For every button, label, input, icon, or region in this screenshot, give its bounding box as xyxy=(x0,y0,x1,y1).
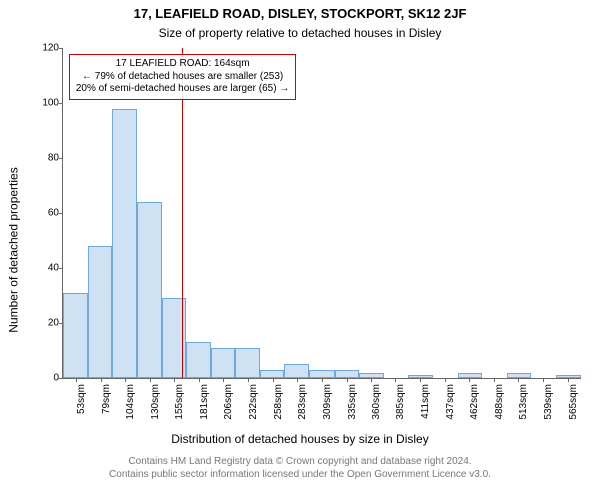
x-tick-mark xyxy=(174,378,175,382)
x-tick-mark xyxy=(101,378,102,382)
x-tick-mark xyxy=(543,378,544,382)
x-tick-label: 513sqm xyxy=(518,384,529,420)
plot-area: 02040608010012017 LEAFIELD ROAD: 164sqm←… xyxy=(62,48,581,379)
y-tick-label: 40 xyxy=(31,263,59,274)
x-tick-mark xyxy=(273,378,274,382)
annotation-line: 20% of semi-detached houses are larger (… xyxy=(76,83,289,96)
chart-footer: Contains HM Land Registry data © Crown c… xyxy=(0,456,600,481)
chart-title-sub: Size of property relative to detached ho… xyxy=(0,26,600,40)
x-tick-label: 155sqm xyxy=(174,384,185,420)
x-tick-label: 411sqm xyxy=(420,384,431,419)
histogram-bar xyxy=(309,370,334,378)
x-tick-label: 104sqm xyxy=(125,384,136,420)
annotation-box: 17 LEAFIELD ROAD: 164sqm← 79% of detache… xyxy=(69,54,296,100)
x-tick-label: 309sqm xyxy=(322,384,333,420)
histogram-bar xyxy=(211,348,235,378)
histogram-bar xyxy=(260,370,284,378)
x-tick-mark xyxy=(347,378,348,382)
x-tick-label: 462sqm xyxy=(469,384,480,420)
x-tick-mark xyxy=(445,378,446,382)
y-tick-mark xyxy=(59,213,63,214)
x-tick-mark xyxy=(371,378,372,382)
x-tick-label: 53sqm xyxy=(76,384,87,414)
x-tick-mark xyxy=(125,378,126,382)
histogram-bar xyxy=(284,364,309,378)
x-tick-mark xyxy=(76,378,77,382)
x-tick-mark xyxy=(150,378,151,382)
y-tick-label: 20 xyxy=(31,318,59,329)
x-tick-label: 488sqm xyxy=(494,384,505,420)
x-tick-mark xyxy=(568,378,569,382)
annotation-line: 17 LEAFIELD ROAD: 164sqm xyxy=(76,58,289,71)
footer-line-2: Contains public sector information licen… xyxy=(0,469,600,482)
y-tick-label: 80 xyxy=(31,153,59,164)
histogram-bar xyxy=(335,370,359,378)
annotation-line: ← 79% of detached houses are smaller (25… xyxy=(76,71,289,84)
x-tick-label: 181sqm xyxy=(199,384,210,420)
x-tick-mark xyxy=(395,378,396,382)
x-tick-mark xyxy=(494,378,495,382)
histogram-bar xyxy=(112,109,137,379)
x-tick-label: 437sqm xyxy=(445,384,456,420)
x-tick-label: 206sqm xyxy=(223,384,234,420)
x-tick-label: 232sqm xyxy=(248,384,259,420)
x-tick-label: 385sqm xyxy=(395,384,406,420)
x-axis-label: Distribution of detached houses by size … xyxy=(0,432,600,446)
y-axis-label: Number of detached properties xyxy=(4,0,24,500)
x-tick-mark xyxy=(199,378,200,382)
footer-line-1: Contains HM Land Registry data © Crown c… xyxy=(0,456,600,469)
y-tick-mark xyxy=(59,158,63,159)
y-tick-mark xyxy=(59,103,63,104)
x-tick-label: 79sqm xyxy=(101,384,112,414)
x-tick-mark xyxy=(223,378,224,382)
y-tick-mark xyxy=(59,378,63,379)
x-tick-label: 335sqm xyxy=(347,384,358,420)
y-tick-mark xyxy=(59,48,63,49)
y-tick-label: 120 xyxy=(31,43,59,54)
x-tick-mark xyxy=(297,378,298,382)
x-tick-label: 565sqm xyxy=(568,384,579,420)
histogram-bar xyxy=(88,246,112,378)
x-tick-label: 130sqm xyxy=(150,384,161,420)
y-tick-mark xyxy=(59,268,63,269)
y-tick-label: 100 xyxy=(31,98,59,109)
y-tick-label: 60 xyxy=(31,208,59,219)
histogram-bar xyxy=(137,202,162,378)
x-tick-mark xyxy=(248,378,249,382)
histogram-bar xyxy=(63,293,88,378)
histogram-bar xyxy=(186,342,211,378)
x-tick-mark xyxy=(420,378,421,382)
x-tick-mark xyxy=(322,378,323,382)
x-tick-label: 258sqm xyxy=(273,384,284,420)
x-tick-mark xyxy=(469,378,470,382)
chart-container: 17, LEAFIELD ROAD, DISLEY, STOCKPORT, SK… xyxy=(0,0,600,500)
x-tick-label: 539sqm xyxy=(543,384,554,420)
x-tick-mark xyxy=(518,378,519,382)
x-tick-label: 283sqm xyxy=(297,384,308,420)
histogram-bar xyxy=(235,348,260,378)
y-tick-label: 0 xyxy=(31,373,59,384)
x-tick-label: 360sqm xyxy=(371,384,382,420)
chart-title-main: 17, LEAFIELD ROAD, DISLEY, STOCKPORT, SK… xyxy=(0,6,600,21)
